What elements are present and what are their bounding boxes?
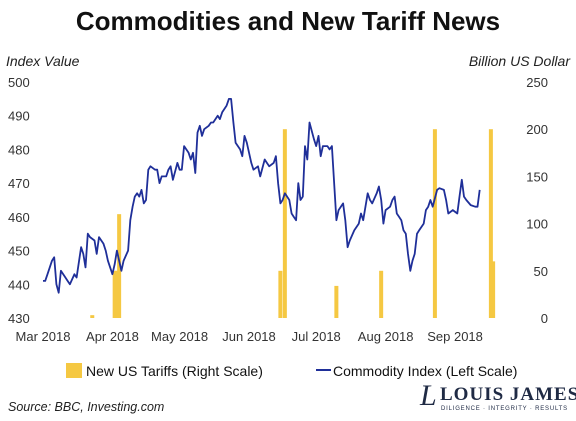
x-tick-label: Jul 2018 <box>292 329 341 344</box>
tariff-bars <box>90 129 496 318</box>
tariff-bar <box>114 270 119 318</box>
x-tick-label: Apr 2018 <box>86 329 139 344</box>
legend-swatch-tariffs <box>66 363 82 378</box>
left-tick-label: 440 <box>8 277 30 292</box>
legend-label-tariffs: New US Tariffs (Right Scale) <box>86 363 263 379</box>
x-tick-label: Jun 2018 <box>222 329 276 344</box>
right-tick-label: 250 <box>526 75 548 90</box>
logo-tagline: DILIGENCE · INTEGRITY · RESULTS <box>441 406 568 412</box>
tariff-bar <box>488 129 493 318</box>
right-tick-label: 200 <box>526 122 548 137</box>
x-tick-label: May 2018 <box>151 329 208 344</box>
x-axis-ticks: Mar 2018 Apr 2018 May 2018 Jun 2018 Jul 2018… <box>16 329 483 344</box>
left-tick-label: 470 <box>8 176 30 191</box>
left-axis-ticks: 430 440 450 460 470 480 490 500 <box>8 75 30 326</box>
tariff-bar <box>117 214 122 318</box>
commodity-line-layer <box>43 98 481 294</box>
tariff-bar <box>278 270 283 318</box>
right-tick-label: 0 <box>541 311 548 326</box>
tariff-bar <box>334 285 339 318</box>
tariff-bar <box>112 270 117 318</box>
left-tick-label: 500 <box>8 75 30 90</box>
tariff-bar <box>379 270 384 318</box>
right-axis-title: Billion US Dollar <box>469 53 571 69</box>
right-tick-label: 100 <box>526 217 548 232</box>
logo-name: LOUIS JAMES <box>440 384 576 405</box>
left-tick-label: 490 <box>8 109 30 124</box>
louis-james-logo: L LOUIS JAMES DILIGENCE · INTEGRITY · RE… <box>419 379 576 412</box>
legend-label-commodity: Commodity Index (Left Scale) <box>333 363 517 379</box>
left-axis-title: Index Value <box>6 53 80 69</box>
right-axis-ticks: 0 50 100 150 200 250 <box>526 75 548 326</box>
left-tick-label: 460 <box>8 210 30 225</box>
tariff-bar <box>90 315 95 318</box>
chart-title: Commodities and New Tariff News <box>75 6 501 36</box>
source-note: Source: BBC, Investing.com <box>8 400 164 414</box>
left-tick-label: 430 <box>8 311 30 326</box>
tariff-bar <box>491 261 496 318</box>
right-tick-label: 150 <box>526 169 548 184</box>
x-tick-label: Mar 2018 <box>16 329 71 344</box>
commodity-index-line <box>43 98 481 294</box>
x-tick-label: Sep 2018 <box>427 329 483 344</box>
right-tick-label: 50 <box>534 264 548 279</box>
axes: Index Value Billion US Dollar <box>6 53 571 69</box>
left-tick-label: 480 <box>8 142 30 157</box>
legend: New US Tariffs (Right Scale) Commodity I… <box>66 363 517 379</box>
left-tick-label: 450 <box>8 244 30 259</box>
logo-mark: L <box>419 379 437 412</box>
x-tick-label: Aug 2018 <box>358 329 414 344</box>
tariff-bar <box>432 129 437 318</box>
tariff-bar <box>282 129 287 318</box>
